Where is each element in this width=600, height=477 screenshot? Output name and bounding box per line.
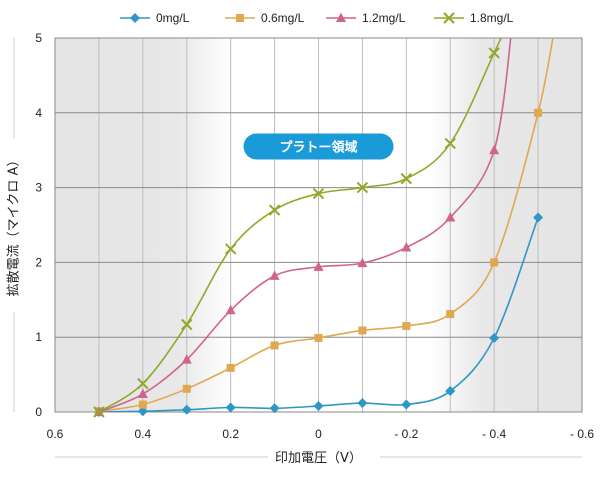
y-tick-label: 1 (35, 330, 42, 344)
data-point (357, 398, 368, 409)
data-point-stroke (488, 47, 500, 59)
data-point (313, 261, 324, 271)
data-point (224, 243, 237, 255)
data-point-stroke (137, 377, 149, 390)
x-tick-label: 0.6 (47, 427, 64, 441)
x-tick-label: 0.4 (134, 427, 151, 441)
data-point (226, 363, 235, 372)
plateau-region-label: プラトー領域 (279, 139, 357, 155)
legend-item-4: 1.8mg/L (434, 11, 514, 25)
y-axis-title: 拡散電流（マイクロ A） (7, 154, 22, 297)
y-tick-label: 3 (35, 181, 42, 195)
legend-item-2: 0.6mg/L (225, 11, 305, 25)
series-lines (93, 38, 554, 418)
data-point (401, 399, 412, 410)
x-tick-label: - 0.2 (394, 427, 418, 441)
data-point (489, 332, 500, 343)
data-point-stroke (268, 204, 281, 216)
series-line (98, 38, 512, 412)
data-point (489, 144, 500, 155)
x-tick-label: 0 (315, 427, 322, 441)
data-point (444, 137, 456, 150)
data-point (336, 12, 346, 22)
data-point (533, 212, 544, 223)
legend-label: 0.6mg/L (261, 11, 305, 25)
data-point (181, 318, 193, 331)
data-point (445, 212, 456, 222)
series-2 (94, 38, 554, 416)
data-point-stroke (356, 181, 369, 194)
y-tick-label: 5 (35, 31, 42, 45)
data-point (269, 270, 280, 280)
x-tick-label: - 0.4 (482, 427, 506, 441)
data-point (358, 326, 367, 335)
data-point (401, 241, 412, 252)
data-point-stroke (181, 318, 193, 331)
y-tick-label: 0 (35, 405, 42, 419)
data-point (357, 257, 368, 268)
data-point-stroke (224, 243, 237, 255)
data-point (130, 13, 140, 23)
y-tick-label: 4 (35, 106, 42, 120)
plateau-region-badge (243, 133, 394, 160)
data-point (313, 401, 324, 412)
x-axis-title: 印加電圧（V） (275, 451, 362, 466)
data-point (270, 341, 279, 350)
data-point (181, 354, 192, 364)
data-point (490, 258, 499, 267)
data-point-stroke (93, 406, 105, 418)
data-point (268, 204, 281, 216)
legend-label: 0mg/L (156, 11, 190, 25)
data-point (269, 403, 280, 414)
legend: 0mg/L 0.6mg/L 1.2mg/L 1.8mg/L (120, 11, 514, 25)
legend-item-1: 0mg/L (120, 11, 190, 25)
series-4 (93, 38, 502, 418)
y-tick-label: 2 (35, 255, 42, 269)
data-point (445, 386, 456, 397)
data-point (137, 406, 148, 417)
x-tick-label: 0.2 (222, 427, 239, 441)
data-point (312, 187, 325, 200)
shaded-region-right (428, 38, 582, 412)
data-point (93, 406, 105, 418)
data-point-stroke (443, 12, 455, 24)
data-point (181, 404, 192, 415)
legend-item-3: 1.2mg/L (326, 11, 406, 25)
axes: 0.6 0.4 0.2 0 - 0.2 - 0.4 - 0.6 0 1 2 3 4 5 (13, 31, 594, 458)
data-point (225, 304, 236, 315)
data-point (137, 377, 149, 390)
data-point (137, 388, 148, 399)
data-point (534, 108, 543, 117)
data-point (488, 47, 500, 59)
data-point (314, 333, 323, 342)
data-point-stroke (400, 172, 413, 185)
data-point (400, 172, 413, 185)
legend-label: 1.2mg/L (362, 11, 406, 25)
annotation-group: プラトー領域 (243, 133, 394, 160)
data-point (446, 310, 455, 319)
data-point (236, 14, 244, 22)
data-point-stroke (312, 187, 325, 200)
plot-border (54, 37, 583, 413)
data-point (443, 12, 455, 24)
series-line (98, 217, 539, 412)
x-tick-label: - 0.6 (570, 427, 594, 441)
legend-label: 1.8mg/L (470, 11, 514, 25)
data-point (138, 400, 147, 409)
data-point-stroke (444, 137, 456, 150)
data-point (225, 402, 236, 413)
data-point (182, 384, 191, 393)
data-point (356, 181, 369, 194)
data-point (402, 321, 411, 330)
